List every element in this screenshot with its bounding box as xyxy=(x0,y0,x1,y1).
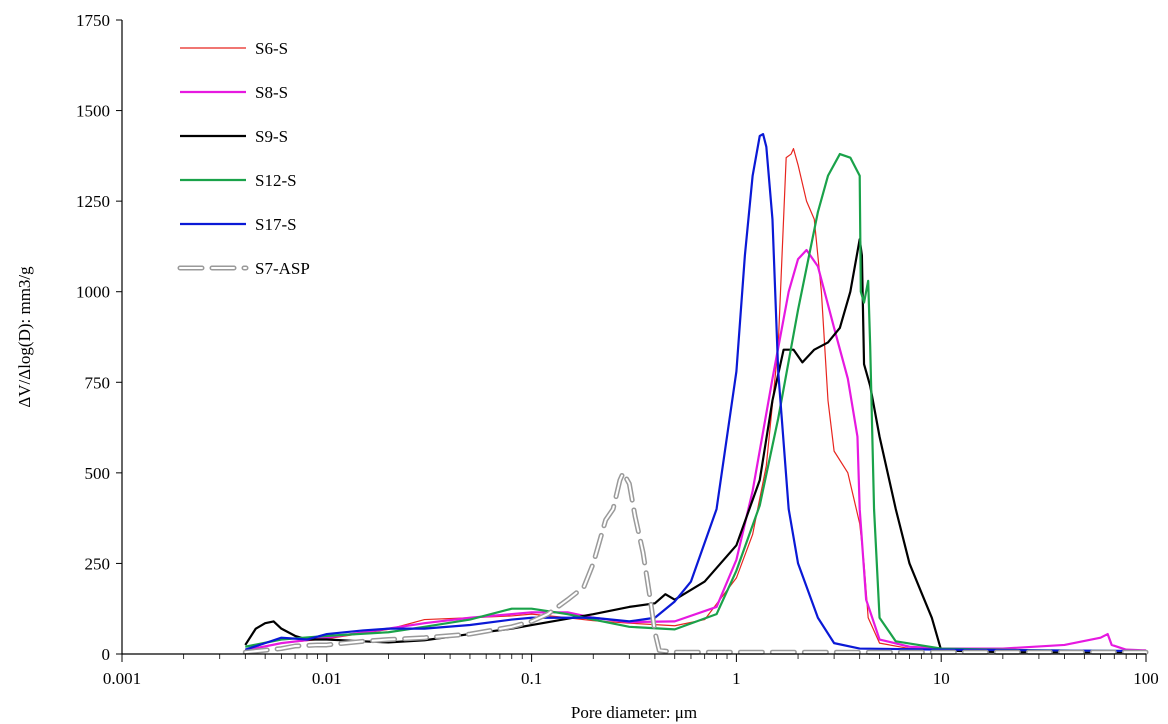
y-tick-label: 750 xyxy=(85,373,111,392)
series-line-s17-s xyxy=(244,133,1147,653)
x-tick-label: 100 xyxy=(1133,669,1159,688)
legend: S6-S S8-S S9-S S12-S S17-S S7-ASP xyxy=(177,39,310,278)
series-line-s6-s xyxy=(245,148,1147,653)
series-line-s9-s xyxy=(244,238,1146,654)
plot-area xyxy=(242,133,1149,655)
series-line-s7-asp-inner xyxy=(244,471,1147,654)
legend-label-s12-s: S12-S xyxy=(255,171,297,190)
legend-label-s7-asp: S7-ASP xyxy=(255,259,310,278)
y-tick-label: 250 xyxy=(85,554,111,573)
y-tick-label: 1250 xyxy=(76,192,110,211)
legend-label-s6-s: S6-S xyxy=(255,39,288,58)
legend-label-s17-s: S17-S xyxy=(255,215,297,234)
series-line-s8-s xyxy=(245,248,1147,652)
y-axis-title: ΔV/Δlog(D): mm3/g xyxy=(15,266,34,408)
legend-label-s9-s: S9-S xyxy=(255,127,288,146)
legend-label-s8-s: S8-S xyxy=(255,83,288,102)
axes xyxy=(116,19,1147,662)
x-tick-label: 1 xyxy=(732,669,741,688)
x-axis-title: Pore diameter: μm xyxy=(571,703,697,722)
y-tick-label: 500 xyxy=(85,464,111,483)
y-tick-label: 1750 xyxy=(76,11,110,30)
series-line-s7-asp xyxy=(242,470,1149,655)
y-tick-label: 1500 xyxy=(76,102,110,121)
x-tick-label: 0.001 xyxy=(103,669,141,688)
x-tick-label: 10 xyxy=(933,669,950,688)
x-tick-label: 0.01 xyxy=(312,669,342,688)
y-tick-label: 1000 xyxy=(76,283,110,302)
series-line-s12-s xyxy=(245,152,1147,653)
tick-labels: 0 250 500 750 1000 1250 1500 1750 0.001 0.01 0.1 1 1… xyxy=(76,11,1159,688)
x-tick-label: 0.1 xyxy=(521,669,542,688)
y-tick-label: 0 xyxy=(102,645,111,664)
